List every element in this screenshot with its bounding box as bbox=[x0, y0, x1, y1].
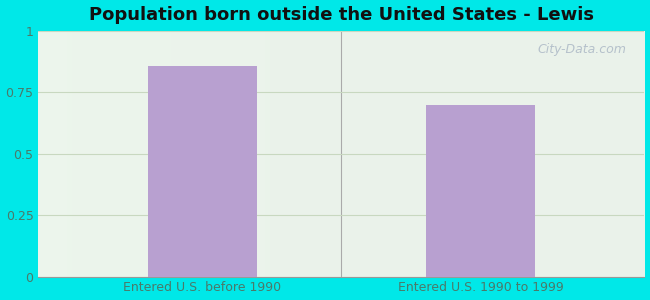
Bar bbox=[148, 66, 257, 277]
Title: Population born outside the United States - Lewis: Population born outside the United State… bbox=[89, 6, 594, 24]
Text: City-Data.com: City-Data.com bbox=[538, 43, 626, 56]
Bar bbox=[426, 105, 536, 277]
